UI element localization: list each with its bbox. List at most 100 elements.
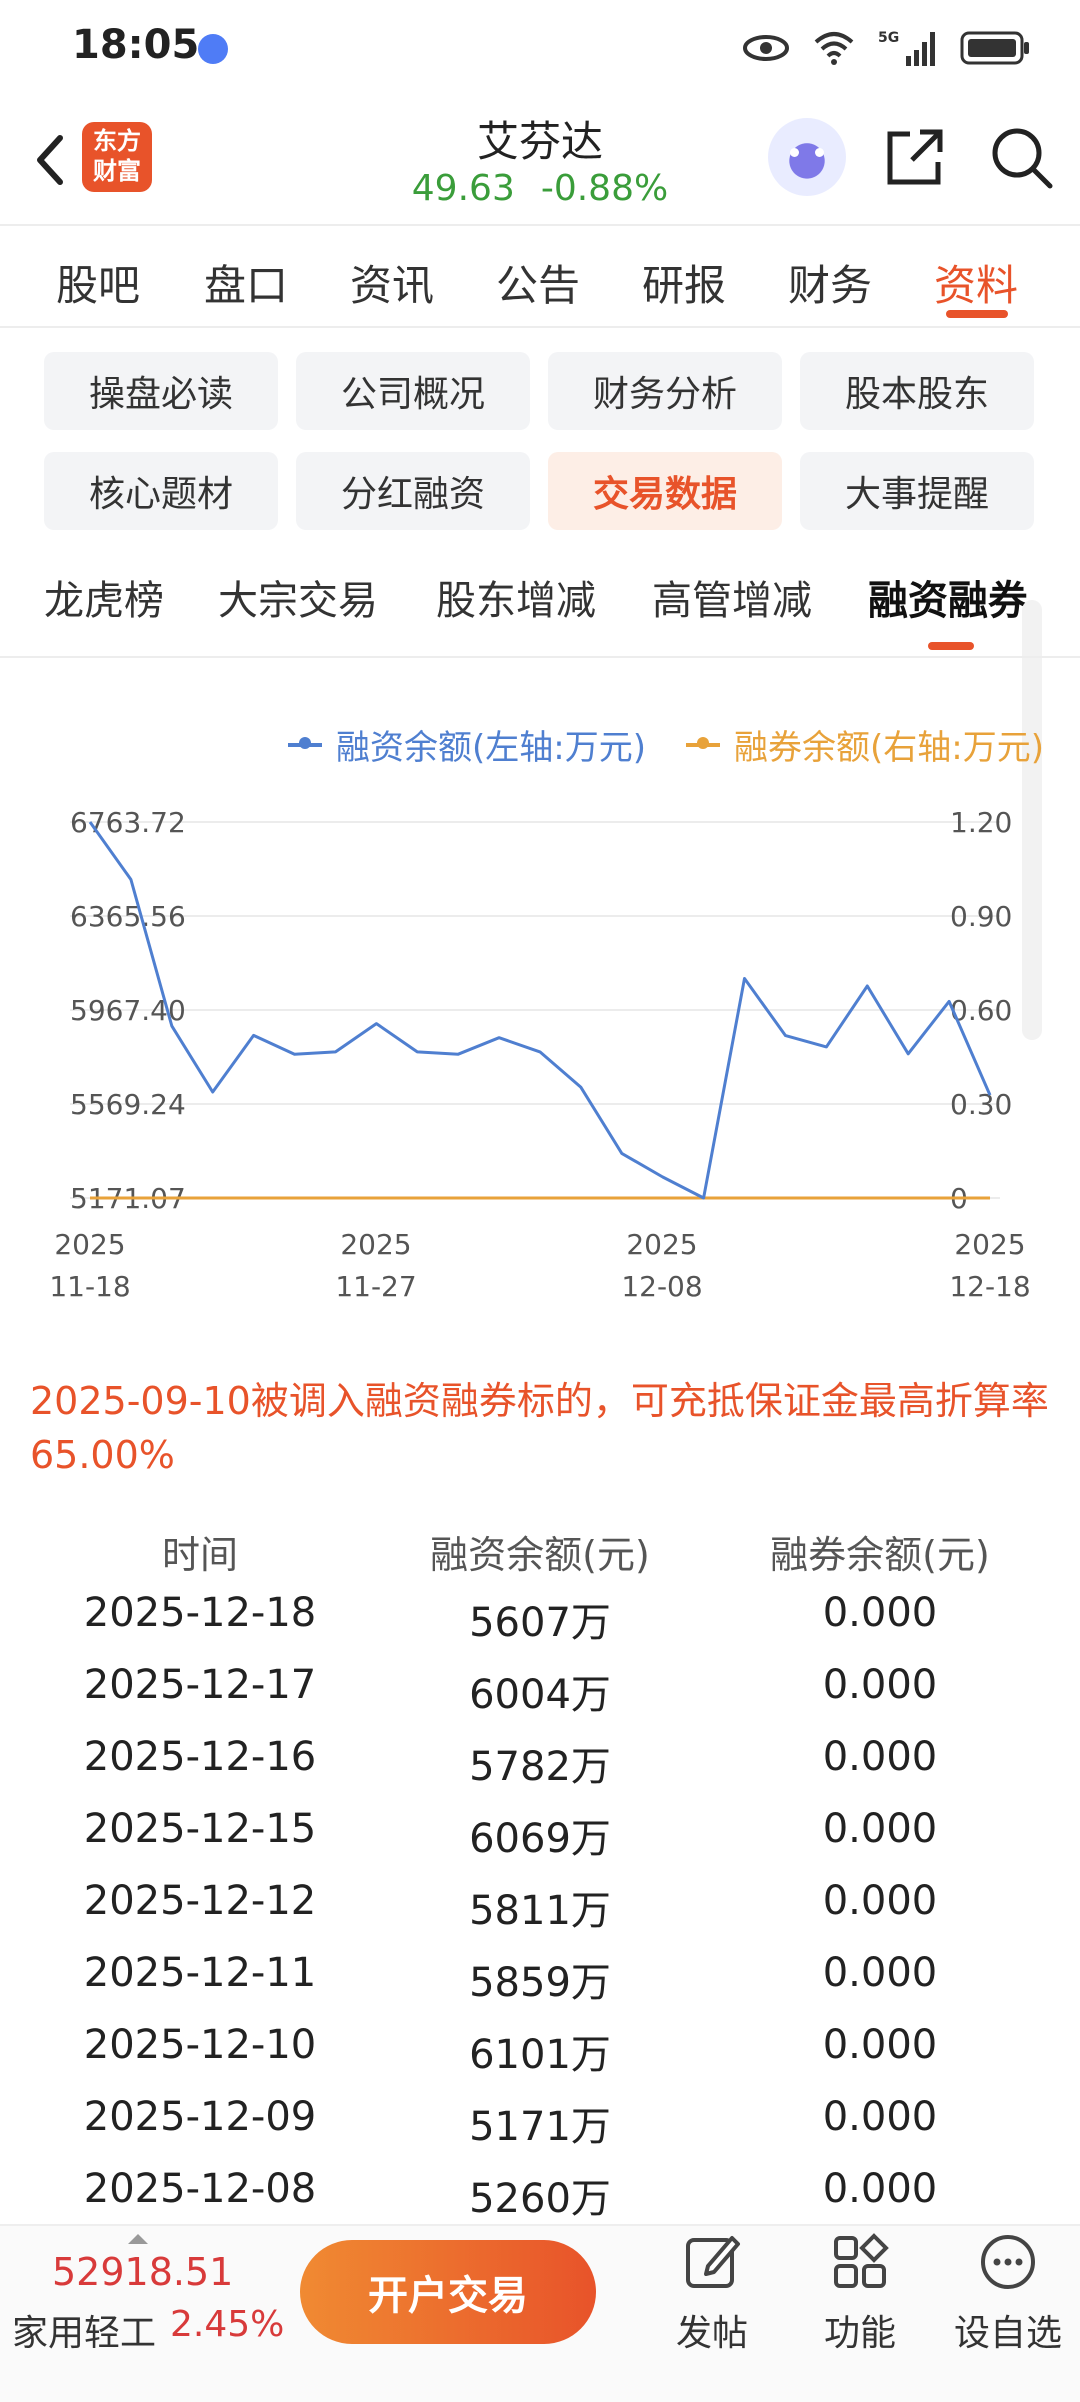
left-tick-label: 6763.72 xyxy=(70,806,186,839)
table-row[interactable]: 2025-12-11 5859万 0.000 xyxy=(0,1950,1080,2022)
subtab-block-trade[interactable]: 大宗交易 xyxy=(218,578,378,624)
stock-price: 49.63 xyxy=(411,168,515,209)
legend-short-selling-marker xyxy=(686,736,720,749)
row-date: 2025-12-12 xyxy=(83,1878,317,1924)
chip-financial-analysis[interactable]: 财务分析 xyxy=(548,352,782,430)
svg-text:5G: 5G xyxy=(878,30,899,46)
active-tab-indicator xyxy=(946,310,1008,318)
row-short-balance: 0.000 xyxy=(822,2022,938,2068)
legend-financing-marker xyxy=(288,736,322,749)
row-short-balance: 0.000 xyxy=(822,1590,938,1636)
tab-finance[interactable]: 财务 xyxy=(788,261,873,310)
chip-company-overview[interactable]: 公司概况 xyxy=(296,352,530,430)
divider xyxy=(0,224,1080,226)
right-tick-label: 1.20 xyxy=(950,806,1012,839)
subtab-margin-trading[interactable]: 融资融券 xyxy=(868,578,1028,624)
tab-guba[interactable]: 股吧 xyxy=(56,261,141,310)
scrollbar[interactable] xyxy=(1022,600,1042,1040)
left-tick-label: 5569.24 xyxy=(70,1088,186,1121)
stock-name: 艾芬达 xyxy=(476,117,603,166)
edit-icon xyxy=(686,2236,740,2288)
right-tick-label: 0.90 xyxy=(950,900,1012,933)
chip-trading-guide[interactable]: 操盘必读 xyxy=(44,352,278,430)
main-tabs: 股吧 盘口 资讯 公告 研报 财务 资料 xyxy=(0,228,1080,324)
back-icon[interactable] xyxy=(22,120,82,200)
grid-icon xyxy=(834,2233,889,2288)
row-short-balance: 0.000 xyxy=(822,1734,938,1780)
table-row[interactable]: 2025-12-16 5782万 0.000 xyxy=(0,1734,1080,1806)
x-axis-labels: 2025 11-18 2025 11-27 2025 12-08 2025 12-18 xyxy=(49,1228,1030,1303)
ai-assistant-icon[interactable] xyxy=(768,118,846,196)
table-row[interactable]: 2025-12-10 6101万 0.000 xyxy=(0,2022,1080,2094)
divider xyxy=(0,326,1080,328)
row-financing-balance: 6069万 xyxy=(469,1816,611,1862)
tab-research[interactable]: 研报 xyxy=(642,261,727,310)
chip-major-events[interactable]: 大事提醒 xyxy=(800,452,1034,530)
row-date: 2025-12-09 xyxy=(83,2094,317,2140)
share-icon[interactable] xyxy=(882,124,948,190)
tab-profile[interactable]: 资料 xyxy=(934,261,1019,310)
row-date: 2025-12-15 xyxy=(83,1806,317,1852)
app-notification-icon xyxy=(198,34,228,64)
open-account-trade-button[interactable]: 开户交易 xyxy=(300,2240,596,2344)
table-header-financing: 融资余额(元) xyxy=(430,1533,650,1577)
tab-pankou[interactable]: 盘口 xyxy=(204,261,289,310)
chip-core-themes[interactable]: 核心题材 xyxy=(44,452,278,530)
table-row[interactable]: 2025-12-15 6069万 0.000 xyxy=(0,1806,1080,1878)
legend-short-selling-label: 融券余额(右轴:万元) xyxy=(734,728,1044,768)
row-financing-balance: 5260万 xyxy=(469,2176,611,2222)
watchlist-label: 设自选 xyxy=(953,2313,1062,2354)
eye-icon xyxy=(743,35,789,61)
add-watchlist-button[interactable]: 设自选 xyxy=(938,2232,1078,2372)
table-row[interactable]: 2025-12-17 6004万 0.000 xyxy=(0,1662,1080,1734)
table-row[interactable]: 2025-12-09 5171万 0.000 xyxy=(0,2094,1080,2166)
legend-financing[interactable]: 融资余额(左轴:万元) xyxy=(288,720,646,769)
active-subtab-indicator xyxy=(928,642,974,650)
status-time: 18:05 xyxy=(72,22,200,68)
sector-change[interactable]: 2.45% xyxy=(170,2304,285,2345)
subtab-dragon-tiger[interactable]: 龙虎榜 xyxy=(44,578,164,624)
chart-grid xyxy=(70,821,1000,1199)
x-tick-year: 2025 xyxy=(954,1228,1025,1261)
battery-icon xyxy=(960,31,1029,65)
right-tick-label: 0.60 xyxy=(950,994,1012,1027)
legend-financing-label: 融资余额(左轴:万元) xyxy=(336,728,646,768)
chip-shareholders[interactable]: 股本股东 xyxy=(800,352,1034,430)
subtab-holder-changes[interactable]: 股东增减 xyxy=(436,578,596,624)
row-financing-balance: 5859万 xyxy=(469,1960,611,2006)
sector-name[interactable]: 家用轻工 xyxy=(12,2313,157,2354)
more-icon xyxy=(981,2235,1035,2289)
table-row[interactable]: 2025-12-08 5260万 0.000 xyxy=(0,2166,1080,2238)
row-short-balance: 0.000 xyxy=(822,1806,938,1852)
sector-index-value[interactable]: 52918.51 xyxy=(52,2250,234,2294)
right-tick-label: 0.30 xyxy=(950,1088,1012,1121)
post-button[interactable]: 发帖 xyxy=(642,2232,782,2372)
margin-eligibility-note: 2025-09-10被调入融资融券标的，可充抵保证金最高折算率65.00% xyxy=(30,1379,1049,1477)
row-financing-balance: 5811万 xyxy=(469,1888,611,1934)
table-header-date: 时间 xyxy=(161,1533,238,1577)
row-short-balance: 0.000 xyxy=(822,1878,938,1924)
app-logo[interactable]: 东方 财富 xyxy=(82,122,152,192)
subtab-executive-changes[interactable]: 高管增减 xyxy=(652,578,812,624)
x-tick-date: 12-18 xyxy=(949,1270,1030,1303)
search-icon[interactable] xyxy=(988,124,1054,190)
chart-series xyxy=(88,821,992,1200)
signal-5g-icon: 5G xyxy=(878,30,935,66)
left-tick-label: 6365.56 xyxy=(70,900,186,933)
tab-news[interactable]: 资讯 xyxy=(350,261,435,310)
chip-trading-data[interactable]: 交易数据 xyxy=(548,452,782,530)
row-short-balance: 0.000 xyxy=(822,1662,938,1708)
chip-dividend-financing[interactable]: 分红融资 xyxy=(296,452,530,530)
table-row[interactable]: 2025-12-18 5607万 0.000 xyxy=(0,1590,1080,1662)
stock-change: -0.88% xyxy=(540,168,669,209)
function-label: 功能 xyxy=(823,2313,896,2354)
tab-announcements[interactable]: 公告 xyxy=(496,261,581,310)
row-financing-balance: 5171万 xyxy=(469,2104,611,2150)
legend-short-selling[interactable]: 融券余额(右轴:万元) xyxy=(686,720,1046,769)
function-button[interactable]: 功能 xyxy=(790,2232,930,2372)
wifi-icon xyxy=(814,32,854,65)
table-row[interactable]: 2025-12-12 5811万 0.000 xyxy=(0,1878,1080,1950)
series-financing-line xyxy=(88,821,992,1200)
x-tick-date: 11-27 xyxy=(335,1270,416,1303)
